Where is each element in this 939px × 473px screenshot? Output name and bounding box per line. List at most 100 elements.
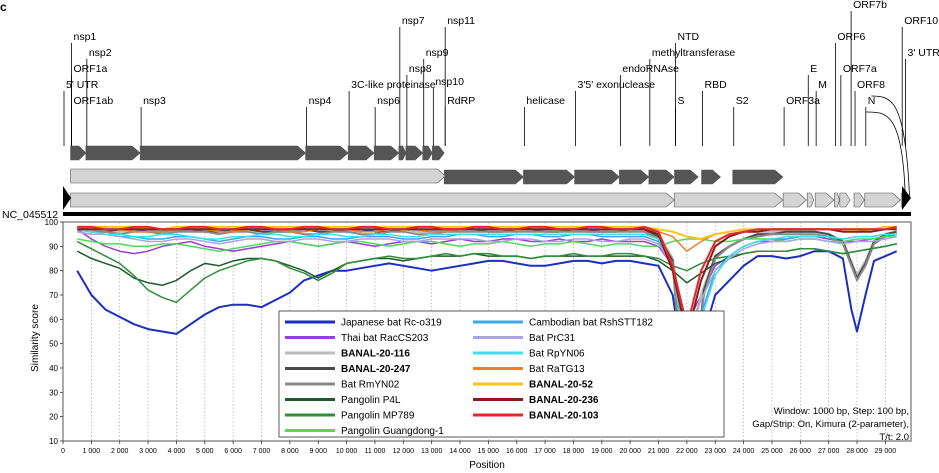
y-tick-label-50: 50 [49, 340, 58, 349]
spike-domain-arrow-1 [674, 169, 699, 185]
x-tick-label-2000: 2 000 [111, 448, 129, 455]
gene-label-orf7b: ORF7b [853, 0, 887, 11]
nsp-arrow-15 [648, 169, 675, 185]
x-tick-label-21000: 21 000 [648, 448, 670, 455]
series-lines [76, 225, 898, 438]
x-tick-label-10000: 10 000 [336, 448, 358, 455]
gene-label-nsp3: nsp3 [143, 95, 166, 107]
legend-label-banal-20-103: BANAL-20-103 [529, 411, 599, 422]
x-tick-label-27000: 27 000 [818, 448, 840, 455]
series-line-japanese-bat-rc-o319 [76, 250, 898, 394]
legend-label-banal-20-52: BANAL-20-52 [529, 380, 593, 391]
legend-label-thai-bat-raccs203: Thai bat RacCS203 [341, 333, 429, 344]
legend-label-cambodian-bat-rshstt182: Cambodian bat RshSTT182 [529, 318, 653, 329]
y-tick-label-70: 70 [49, 291, 58, 300]
nsp-arrow-5 [347, 145, 375, 161]
orf-arrow-2 [782, 192, 808, 208]
orf-arrow-7 [853, 192, 865, 208]
y-tick-label-10: 10 [49, 437, 58, 446]
gene-label-orf8: ORF8 [857, 79, 885, 91]
gene-label-e: E [810, 63, 817, 75]
nsp-arrow-13 [574, 169, 620, 185]
series-line-bat-rpyn06 [77, 228, 897, 374]
gene-label-orf10: ORF10 [904, 15, 938, 27]
orf-arrow-3 [806, 192, 815, 208]
y-tick-label-60: 60 [49, 315, 58, 324]
panel-letter: c [0, 0, 7, 14]
x-tick-label-19000: 19 000 [591, 448, 613, 455]
x-tick-label-3000: 3 000 [139, 448, 157, 455]
nsp-arrow-9 [422, 145, 433, 161]
series-line-bat-rmyn02 [77, 228, 897, 438]
nsp-arrow-4 [305, 145, 349, 161]
gene-label-nsp11: nsp11 [447, 15, 475, 27]
gene-label-orf1ab: ORF1ab [74, 95, 114, 107]
legend-label-pangolin-p4l: Pangolin P4L [341, 395, 401, 406]
legend-label-banal-20-247: BANAL-20-247 [341, 364, 411, 375]
x-tick-label-22000: 22 000 [676, 448, 698, 455]
genome-start-marker [63, 186, 71, 210]
legend-label-pangolin-mp789: Pangolin MP789 [341, 411, 415, 422]
axes: 0 1 000 2 000 3 000 4 000 5 000 6 000 7 000 8 00… [45, 218, 897, 455]
genome-map: 5' UTR nsp1 nsp2 ORF1a ORF1ab nsp3 nsp4 3C-like… [63, 0, 939, 216]
gene-label-endornase: endoRNAse [622, 63, 679, 75]
nsp-arrow-12 [523, 169, 576, 185]
legend-label-bat-rmyn02: Bat RmYN02 [341, 380, 400, 391]
y-axis-title: Similarity score [30, 304, 41, 372]
x-tick-label-18000: 18 000 [563, 448, 585, 455]
x-tick-label-16000: 16 000 [506, 448, 528, 455]
nsp-arrow-11 [443, 169, 524, 185]
genome-end-marker [902, 186, 911, 210]
gene-label-orf7a: ORF7a [843, 63, 877, 75]
x-tick-label-17000: 17 000 [534, 448, 556, 455]
gene-label-rdrp: RdRP [447, 95, 475, 107]
x-tick-label-13000: 13 000 [421, 448, 443, 455]
gene-label-nsp10: nsp10 [435, 76, 464, 88]
gene-label-3c-like-proteinase: 3C-like proteinase [351, 79, 436, 91]
x-tick-label-11000: 11 000 [364, 448, 385, 455]
gene-label-nsp6: nsp6 [377, 95, 400, 107]
legend-label-japanese-bat-rc-o319: Japanese bat Rc-o319 [341, 318, 442, 329]
x-tick-label-1000: 1 000 [83, 448, 101, 455]
orf-arrow-1 [674, 192, 784, 208]
x-axis-title: Position [469, 460, 505, 471]
nsp-arrow-2 [85, 145, 141, 161]
nsp-arrow-1 [70, 145, 87, 161]
gene-label-nsp9: nsp9 [426, 47, 449, 59]
gene-label-methyltransferase: methyltransferase [652, 47, 736, 59]
gene-label-nsp4: nsp4 [309, 95, 332, 107]
x-tick-label-20000: 20 000 [619, 448, 641, 455]
orf1ab-arrow [70, 192, 675, 208]
y-tick-label-20: 20 [49, 413, 58, 422]
orf-arrow-6 [839, 192, 851, 208]
gene-label-s2: S2 [736, 95, 749, 107]
y-tick-label-80: 80 [49, 267, 58, 276]
gene-label-3-5-exonuclease: 3'5' exonuclease [578, 79, 656, 91]
nsp-arrow-7 [398, 145, 407, 161]
utr3-leader-curve [865, 111, 906, 197]
gene-label-n: N [868, 95, 876, 107]
x-tick-label-28000: 28 000 [846, 448, 868, 455]
analysis-note-text: Window: 1000 bp, Step: 100 bp, Gap/Strip:… [752, 406, 909, 443]
x-tick-label-4000: 4 000 [168, 448, 186, 455]
x-tick-label-15000: 15 000 [478, 448, 500, 455]
legend: Japanese bat Rc-o319 Thai bat RacCS203 BAN… [278, 310, 725, 438]
gene-label-ntd: NTD [677, 31, 699, 43]
analysis-parameters-note: Window: 1000 bp, Step: 100 bp, Gap/Strip:… [752, 406, 909, 443]
gene-label-m: M [818, 79, 827, 91]
x-tick-label-23000: 23 000 [705, 448, 727, 455]
orf10-leader-curve [871, 95, 910, 197]
nsp-arrow-8 [405, 145, 424, 161]
legend-label-banal-20-116: BANAL-20-116 [341, 349, 410, 360]
gene-label-orf1a: ORF1a [74, 63, 108, 75]
reference-genome-bar [63, 212, 911, 216]
orf-arrow-4 [814, 192, 835, 208]
analysis-note-line: T/t: 2.0 [879, 432, 909, 443]
legend-label-bat-prc31: Bat PrC31 [529, 333, 576, 344]
legend-label-banal-20-236: BANAL-20-236 [529, 395, 599, 406]
orf-arrow-8 [864, 192, 901, 208]
nsp-arrow-6 [373, 145, 400, 161]
gene-label-nsp8: nsp8 [409, 63, 432, 75]
